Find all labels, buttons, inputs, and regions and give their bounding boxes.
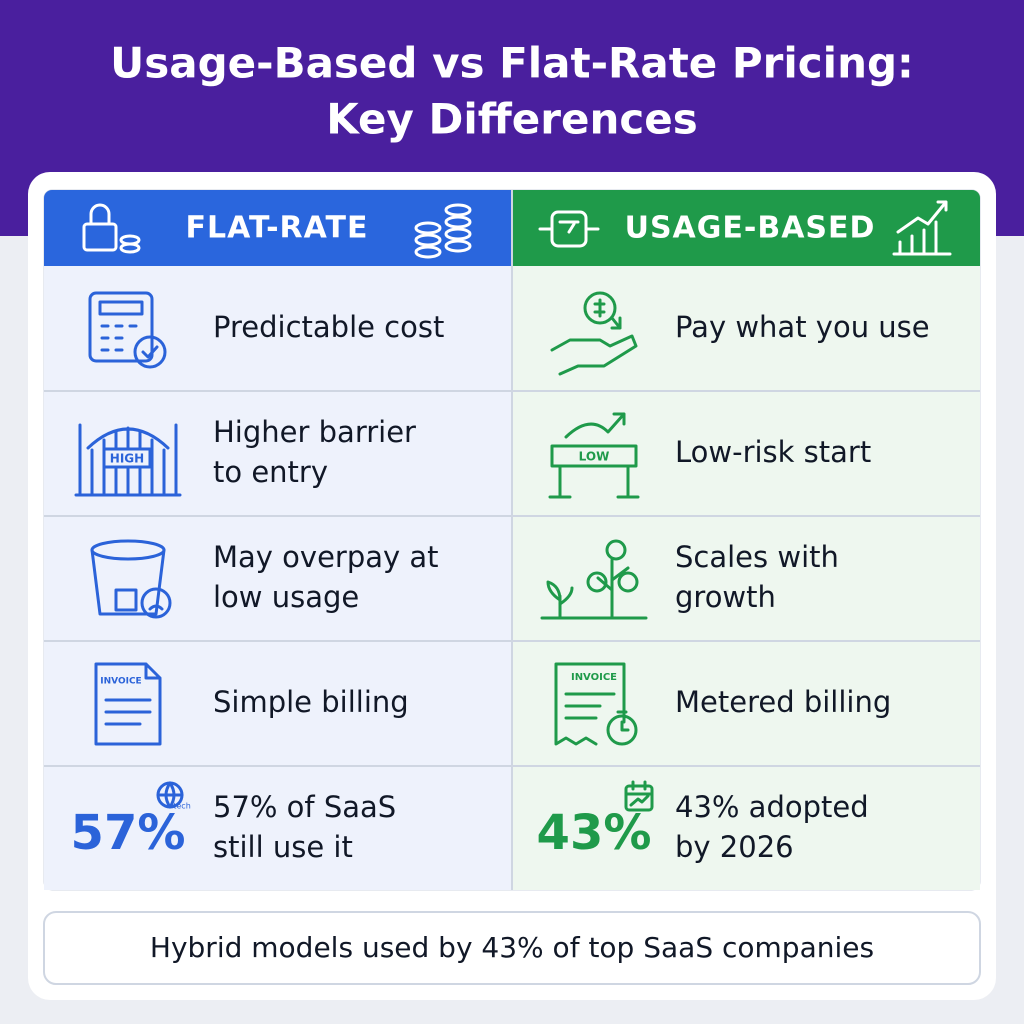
hand-coin-icon [550, 291, 638, 376]
cell-text: Metered billing [675, 685, 891, 719]
flat-column-bg [44, 266, 512, 890]
icon-label: INVOICE [100, 677, 141, 687]
cell-text: Scales with [675, 540, 839, 574]
cell-text: by 2026 [675, 830, 794, 864]
calendar-icon [624, 780, 654, 812]
cell-text: Simple billing [213, 685, 409, 719]
cell-text: 43% adopted [675, 790, 869, 824]
stat: 57% [71, 805, 186, 861]
footer-box [43, 911, 981, 985]
cell-text: Pay what you use [675, 310, 930, 344]
cell-text: growth [675, 580, 776, 614]
calculator-icon [88, 291, 167, 369]
invoice-icon [94, 662, 162, 746]
cell-text: 57% of SaaS [213, 790, 396, 824]
icon-label: INVOICE [571, 672, 617, 683]
coins-icon [414, 203, 472, 259]
icon-label: tech [173, 802, 191, 811]
cell-text: low usage [213, 580, 359, 614]
row-dividers [44, 390, 980, 767]
cell-text: May overpay at [213, 540, 439, 574]
bucket-icon [90, 539, 172, 619]
lock-icon [82, 203, 141, 254]
money-tree-icon [540, 539, 648, 620]
column-title: USAGE-BASED [625, 211, 876, 246]
column-title: FLAT-RATE [186, 211, 369, 246]
cell-text: still use it [213, 830, 353, 864]
cell-text: Predictable cost [213, 310, 444, 344]
barrier-icon [548, 412, 640, 499]
icon-label: HIGH [110, 452, 144, 466]
usage-header [512, 190, 980, 266]
gate-icon [74, 423, 182, 497]
globe-icon [156, 781, 184, 809]
flat-header [44, 190, 512, 266]
cell-text: to entry [213, 455, 328, 489]
icon-label: LOW [579, 450, 610, 464]
footer-text: Hybrid models used by 43% of top SaaS co… [150, 931, 874, 964]
cell-text: Low-risk start [675, 435, 871, 469]
title-line: Key Differences [326, 95, 698, 144]
cell-text: Higher barrier [213, 415, 416, 449]
metered-invoice-icon [554, 662, 638, 746]
meter-icon [538, 210, 600, 248]
stat: 43% [537, 805, 652, 861]
growth-icon [892, 200, 952, 256]
title-line: Usage-Based vs Flat-Rate Pricing: [110, 39, 914, 88]
